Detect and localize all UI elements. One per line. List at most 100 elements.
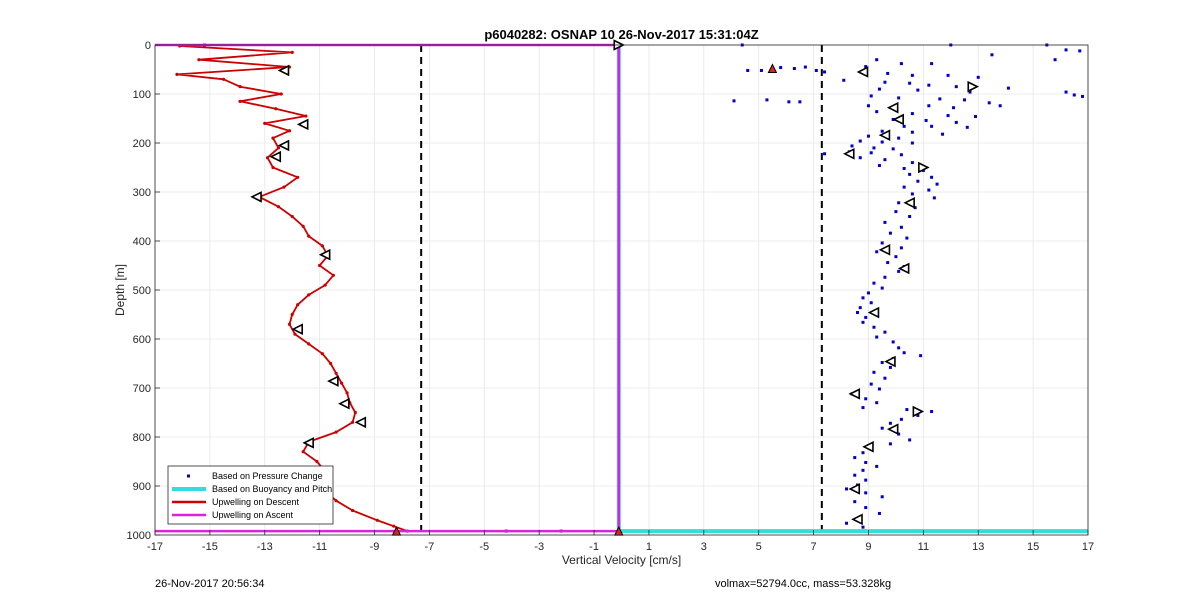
pressure-point <box>888 231 892 235</box>
pressure-point <box>1078 49 1082 53</box>
x-tick-label: 1 <box>646 541 652 553</box>
pressure-point <box>899 153 903 157</box>
pressure-point <box>888 365 892 369</box>
pressure-point <box>864 65 868 69</box>
pressure-point <box>877 387 881 391</box>
pressure-point <box>891 147 895 151</box>
direction-marker <box>886 101 899 114</box>
descent-point <box>263 121 267 125</box>
pressure-point <box>935 182 939 186</box>
pressure-point <box>872 146 876 150</box>
pressure-point <box>872 370 876 374</box>
pressure-point <box>899 62 903 66</box>
descent-point <box>353 410 357 415</box>
pressure-point <box>869 151 873 155</box>
direction-marker <box>277 139 290 152</box>
pressure-point <box>880 241 884 245</box>
pressure-point <box>845 521 849 525</box>
reference-lines <box>420 45 823 535</box>
pressure-point <box>1072 93 1076 97</box>
descent-point <box>290 312 294 317</box>
y-tick-label: 100 <box>133 89 151 101</box>
pressure-point <box>1053 58 1057 62</box>
pressure-point <box>861 320 865 324</box>
pressure-point <box>850 144 854 148</box>
pressure-point <box>869 94 873 98</box>
direction-marker <box>302 437 314 449</box>
descent-point <box>318 263 322 268</box>
pressure-point <box>927 104 931 108</box>
pressure-point <box>886 71 890 75</box>
pressure-point <box>916 413 920 417</box>
pressure-point <box>883 376 887 380</box>
pressure-point <box>866 134 870 138</box>
pressure-point <box>941 132 945 136</box>
pressure-point <box>864 491 868 495</box>
pressure-point <box>845 487 849 491</box>
pressure-point <box>872 281 876 285</box>
pressure-point <box>1064 90 1068 94</box>
y-axis-ticks: 0 100 200 300 400 500 600 700 800 900 1000 <box>127 40 160 542</box>
descent-point <box>296 175 300 179</box>
pressure-point <box>954 120 958 124</box>
pressure-point <box>910 141 914 145</box>
direction-marker <box>291 323 303 335</box>
pressure-point <box>880 495 884 499</box>
descent-point <box>334 499 338 503</box>
descent-point <box>238 85 242 89</box>
direction-marker <box>269 150 282 163</box>
descent-point <box>331 273 335 277</box>
pressure-point <box>888 421 892 425</box>
pressure-point <box>779 66 783 70</box>
pressure-point <box>897 346 901 350</box>
direction-marker <box>851 513 863 526</box>
pressure-point <box>910 73 914 77</box>
direction-marker <box>897 262 910 275</box>
pressure-point <box>899 225 903 229</box>
descent-point <box>323 283 327 287</box>
pressure-point <box>908 215 912 218</box>
pressure-point <box>927 188 931 192</box>
pressure-point <box>897 136 901 140</box>
pressure-point <box>908 81 912 85</box>
pressure-point <box>894 210 898 214</box>
pressure-point <box>891 340 895 344</box>
direction-marker <box>856 66 869 78</box>
descent-point <box>279 92 283 96</box>
direction-marker <box>848 388 861 400</box>
pressure-point <box>902 124 906 128</box>
pressure-point <box>792 67 796 71</box>
y-tick-label: 800 <box>133 432 151 444</box>
descent-point <box>238 99 242 103</box>
y-tick-label: 400 <box>133 236 151 248</box>
pressure-point <box>880 286 884 290</box>
direction-marker <box>884 355 896 368</box>
footer-specs: volmax=52794.0cc, mass=53.328kg <box>715 578 892 590</box>
descent-point <box>329 361 333 366</box>
pressure-point <box>855 311 859 315</box>
x-tick-label: -9 <box>370 541 380 553</box>
y-tick-label: 300 <box>133 187 151 199</box>
pressure-point <box>938 97 942 101</box>
pressure-point <box>866 104 870 108</box>
descent-point <box>296 303 300 307</box>
pressure-point <box>899 246 903 250</box>
pressure-point <box>899 417 903 421</box>
pressure-point <box>910 112 914 116</box>
y-tick-label: 1000 <box>127 530 151 542</box>
pressure-point <box>1006 86 1010 90</box>
direction-marker <box>892 113 904 126</box>
y-tick-label: 200 <box>133 138 151 150</box>
descent-point <box>197 58 201 62</box>
pressure-point <box>883 275 887 279</box>
pressure-point <box>897 96 901 100</box>
pressure-point <box>875 110 879 114</box>
y-tick-label: 700 <box>133 383 151 395</box>
direction-marker <box>842 147 855 160</box>
x-tick-label: 3 <box>701 541 707 553</box>
direction-marker <box>886 423 899 435</box>
direction-marker <box>867 306 880 319</box>
descent-point <box>287 322 292 326</box>
pressure-point <box>787 100 791 104</box>
pressure-point <box>946 114 950 118</box>
